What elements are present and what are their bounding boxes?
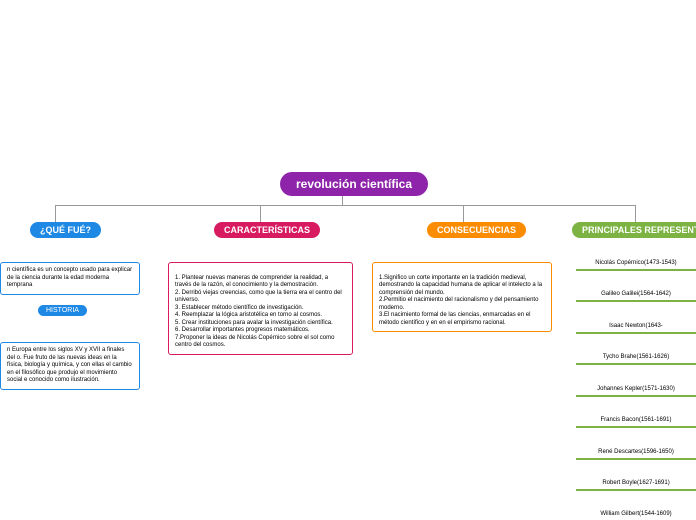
- branch-caracteristicas-label: CARACTERÍSTICAS: [224, 225, 310, 235]
- rep-item-2[interactable]: Isaac Newton(1643-: [576, 323, 696, 331]
- branch-consecuencias-label: CONSECUENCIAS: [437, 225, 516, 235]
- branch-que-fue[interactable]: ¿QUÉ FUÉ?: [30, 222, 101, 238]
- rep-line-4: [576, 395, 696, 397]
- branch-representantes[interactable]: PRINCIPALES REPRESENTANT: [572, 222, 696, 238]
- root-title: revolución científica: [296, 177, 412, 191]
- caracteristicas-text: 1. Plantear nuevas maneras de comprender…: [175, 275, 342, 349]
- rep-line-3: [576, 363, 696, 365]
- rep-item-0[interactable]: Nicolás Copérnico(1473-1543): [576, 260, 696, 268]
- que-fue-text1: n científica es un concepto usado para e…: [7, 267, 132, 288]
- rep-line-1: [576, 300, 696, 302]
- rep-label-6: René Descartes(1596-1650): [598, 449, 674, 455]
- branch-representantes-label: PRINCIPALES REPRESENTANT: [582, 225, 696, 235]
- rep-label-3: Tycho Brahe(1561-1626): [603, 354, 669, 360]
- history-label: HISTORIA: [46, 307, 79, 314]
- caracteristicas-box: 1. Plantear nuevas maneras de comprender…: [168, 262, 353, 355]
- rep-line-2: [576, 332, 696, 334]
- connector-b1-v: [55, 205, 56, 223]
- branch-consecuencias[interactable]: CONSECUENCIAS: [427, 222, 526, 238]
- rep-line-7: [576, 489, 696, 491]
- rep-label-7: Robert Boyle(1627-1691): [602, 480, 669, 486]
- connector-main-h: [55, 205, 635, 206]
- rep-item-8[interactable]: William Gilbert(1544-1609): [576, 511, 696, 519]
- rep-item-3[interactable]: Tycho Brahe(1561-1626): [576, 354, 696, 362]
- rep-item-5[interactable]: Francis Bacon(1561-1691): [576, 417, 696, 425]
- history-pill[interactable]: HISTORIA: [38, 305, 87, 316]
- root-node[interactable]: revolución científica: [280, 172, 428, 196]
- connector-b3-v: [463, 205, 464, 223]
- consecuencias-box: 1.Significo un corte importante en la tr…: [372, 262, 552, 332]
- rep-label-4: Johannes Kepler(1571-1630): [597, 386, 675, 392]
- rep-line-6: [576, 458, 696, 460]
- rep-line-5: [576, 426, 696, 428]
- rep-item-4[interactable]: Johannes Kepler(1571-1630): [576, 386, 696, 394]
- rep-item-7[interactable]: Robert Boyle(1627-1691): [576, 480, 696, 488]
- rep-label-5: Francis Bacon(1561-1691): [600, 417, 671, 423]
- rep-label-1: Galileo Galilei(1564-1642): [601, 291, 671, 297]
- que-fue-box2: n Europa entre los siglos XV y XVII a fi…: [0, 342, 140, 390]
- rep-item-1[interactable]: Galileo Galilei(1564-1642): [576, 291, 696, 299]
- rep-line-0: [576, 269, 696, 271]
- branch-caracteristicas[interactable]: CARACTERÍSTICAS: [214, 222, 320, 238]
- rep-label-2: Isaac Newton(1643-: [609, 323, 663, 329]
- connector-b4-v: [635, 205, 636, 223]
- que-fue-box1: n científica es un concepto usado para e…: [0, 262, 140, 295]
- branch-que-fue-label: ¿QUÉ FUÉ?: [40, 225, 91, 235]
- consecuencias-text: 1.Significo un corte importante en la tr…: [379, 275, 542, 326]
- rep-item-6[interactable]: René Descartes(1596-1650): [576, 449, 696, 457]
- rep-label-0: Nicolás Copérnico(1473-1543): [595, 260, 676, 266]
- que-fue-text2: n Europa entre los siglos XV y XVII a fi…: [7, 347, 132, 383]
- connector-b2-v: [260, 205, 261, 223]
- rep-label-8: William Gilbert(1544-1609): [600, 511, 671, 517]
